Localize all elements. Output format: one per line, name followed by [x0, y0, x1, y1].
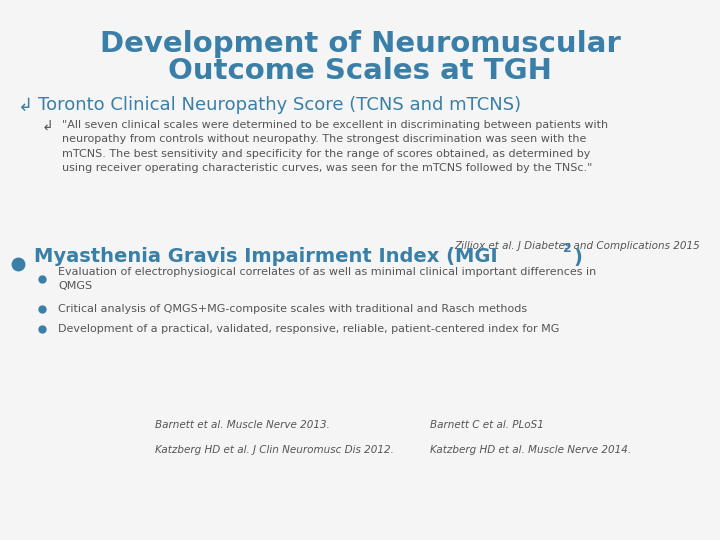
Text: Zilliox et al. J Diabetes and Complications 2015: Zilliox et al. J Diabetes and Complicati…	[454, 241, 700, 251]
Text: Development of a practical, validated, responsive, reliable, patient-centered in: Development of a practical, validated, r…	[58, 324, 559, 334]
Text: Katzberg HD et al. J Clin Neuromusc Dis 2012.: Katzberg HD et al. J Clin Neuromusc Dis …	[155, 445, 394, 455]
Text: Critical analysis of QMGS+MG-composite scales with traditional and Rasch methods: Critical analysis of QMGS+MG-composite s…	[58, 304, 527, 314]
Text: ): )	[573, 247, 582, 267]
Text: Myasthenia Gravis Impairment Index (MGI: Myasthenia Gravis Impairment Index (MGI	[34, 247, 498, 267]
Text: ↲: ↲	[18, 97, 33, 115]
Text: "All seven clinical scales were determined to be excellent in discriminating bet: "All seven clinical scales were determin…	[62, 120, 608, 173]
Text: 2: 2	[563, 242, 572, 255]
Text: Development of Neuromuscular: Development of Neuromuscular	[99, 30, 621, 58]
Text: Outcome Scales at TGH: Outcome Scales at TGH	[168, 57, 552, 85]
Text: Toronto Clinical Neuropathy Score (TCNS and mTCNS): Toronto Clinical Neuropathy Score (TCNS …	[38, 96, 521, 114]
Text: Barnett et al. Muscle Nerve 2013.: Barnett et al. Muscle Nerve 2013.	[155, 420, 330, 430]
Text: Katzberg HD et al. Muscle Nerve 2014.: Katzberg HD et al. Muscle Nerve 2014.	[430, 445, 631, 455]
Text: Barnett C et al. PLoS1: Barnett C et al. PLoS1	[430, 420, 544, 430]
Text: Evaluation of electrophysiogical correlates of as well as minimal clinical impor: Evaluation of electrophysiogical correla…	[58, 267, 596, 291]
Text: ↲: ↲	[42, 120, 53, 134]
